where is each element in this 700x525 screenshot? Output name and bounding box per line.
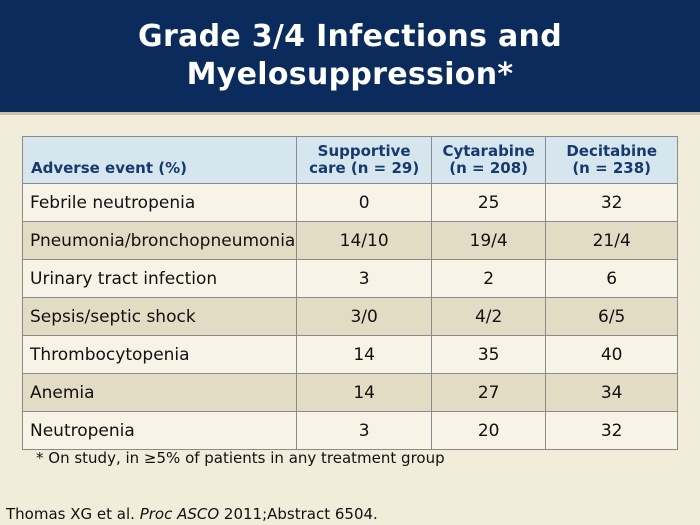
citation-journal: Proc ASCO — [139, 505, 220, 523]
table-cell-event: Anemia — [21, 373, 298, 412]
table-cell-value: 19/4 — [430, 221, 547, 260]
table-cell-value: 6/5 — [545, 297, 678, 336]
adverse-events-table: Adverse event (%) Supportive care (n = 2… — [21, 136, 678, 450]
table-cell-value: 2 — [430, 259, 547, 298]
table-row: Febrile neutropenia 0 25 32 — [21, 183, 678, 222]
table-cell-event: Febrile neutropenia — [21, 183, 298, 222]
table-row: Neutropenia 3 20 32 — [21, 411, 678, 450]
table-cell-event: Thrombocytopenia — [21, 335, 298, 374]
column-header-cytarabine: Cytarabine (n = 208) — [430, 136, 547, 184]
table-cell-value: 21/4 — [545, 221, 678, 260]
table-cell-value: 3/0 — [296, 297, 432, 336]
column-header-line: Adverse event (%) — [31, 159, 187, 177]
table-cell-value: 4/2 — [430, 297, 547, 336]
citation-details: 2011;Abstract 6504. — [219, 505, 378, 523]
table-row: Pneumonia/bronchopneumonia 14/10 19/4 21… — [21, 221, 678, 260]
column-header-line: Cytarabine — [442, 142, 535, 160]
table-cell-value: 34 — [545, 373, 678, 412]
slide-title-line-2: Myelosuppression* — [186, 57, 514, 92]
table-cell-value: 20 — [430, 411, 547, 450]
table-row: Anemia 14 27 34 — [21, 373, 678, 412]
column-header-line: Supportive — [317, 142, 411, 160]
table-cell-value: 6 — [545, 259, 678, 298]
slide-title-line-1: Grade 3/4 Infections and — [138, 19, 562, 54]
column-header-adverse-event: Adverse event (%) — [21, 136, 298, 184]
column-header-line: (n = 238) — [572, 159, 652, 177]
table-cell-event: Sepsis/septic shock — [21, 297, 298, 336]
table-row: Thrombocytopenia 14 35 40 — [21, 335, 678, 374]
table-row: Sepsis/septic shock 3/0 4/2 6/5 — [21, 297, 678, 336]
citation-authors: Thomas XG et al. — [6, 505, 140, 523]
column-header-line: care (n = 29) — [309, 159, 420, 177]
table-cell-value: 32 — [545, 411, 678, 450]
table-cell-value: 14 — [296, 335, 432, 374]
column-header-supportive-care: Supportive care (n = 29) — [296, 136, 432, 184]
table-cell-value: 0 — [296, 183, 432, 222]
table-cell-event: Pneumonia/bronchopneumonia — [21, 221, 298, 260]
table-cell-event: Urinary tract infection — [21, 259, 298, 298]
column-header-line: (n = 208) — [449, 159, 528, 177]
table-cell-value: 3 — [296, 259, 432, 298]
table-cell-value: 25 — [430, 183, 547, 222]
table-row: Urinary tract infection 3 2 6 — [21, 259, 678, 298]
table-cell-event: Neutropenia — [21, 411, 298, 450]
column-header-decitabine: Decitabine (n = 238) — [545, 136, 678, 184]
table-header-row: Adverse event (%) Supportive care (n = 2… — [21, 136, 678, 184]
citation: Thomas XG et al. Proc ASCO 2011;Abstract… — [6, 505, 378, 523]
table-cell-value: 40 — [545, 335, 678, 374]
footnote: * On study, in ≥5% of patients in any tr… — [36, 449, 445, 467]
table-cell-value: 32 — [545, 183, 678, 222]
table-cell-value: 14/10 — [296, 221, 432, 260]
table-cell-value: 27 — [430, 373, 547, 412]
slide-header: Grade 3/4 Infections and Myelosuppressio… — [0, 0, 700, 115]
table-cell-value: 35 — [430, 335, 547, 374]
column-header-line: Decitabine — [566, 142, 658, 160]
table-cell-value: 3 — [296, 411, 432, 450]
table-cell-value: 14 — [296, 373, 432, 412]
